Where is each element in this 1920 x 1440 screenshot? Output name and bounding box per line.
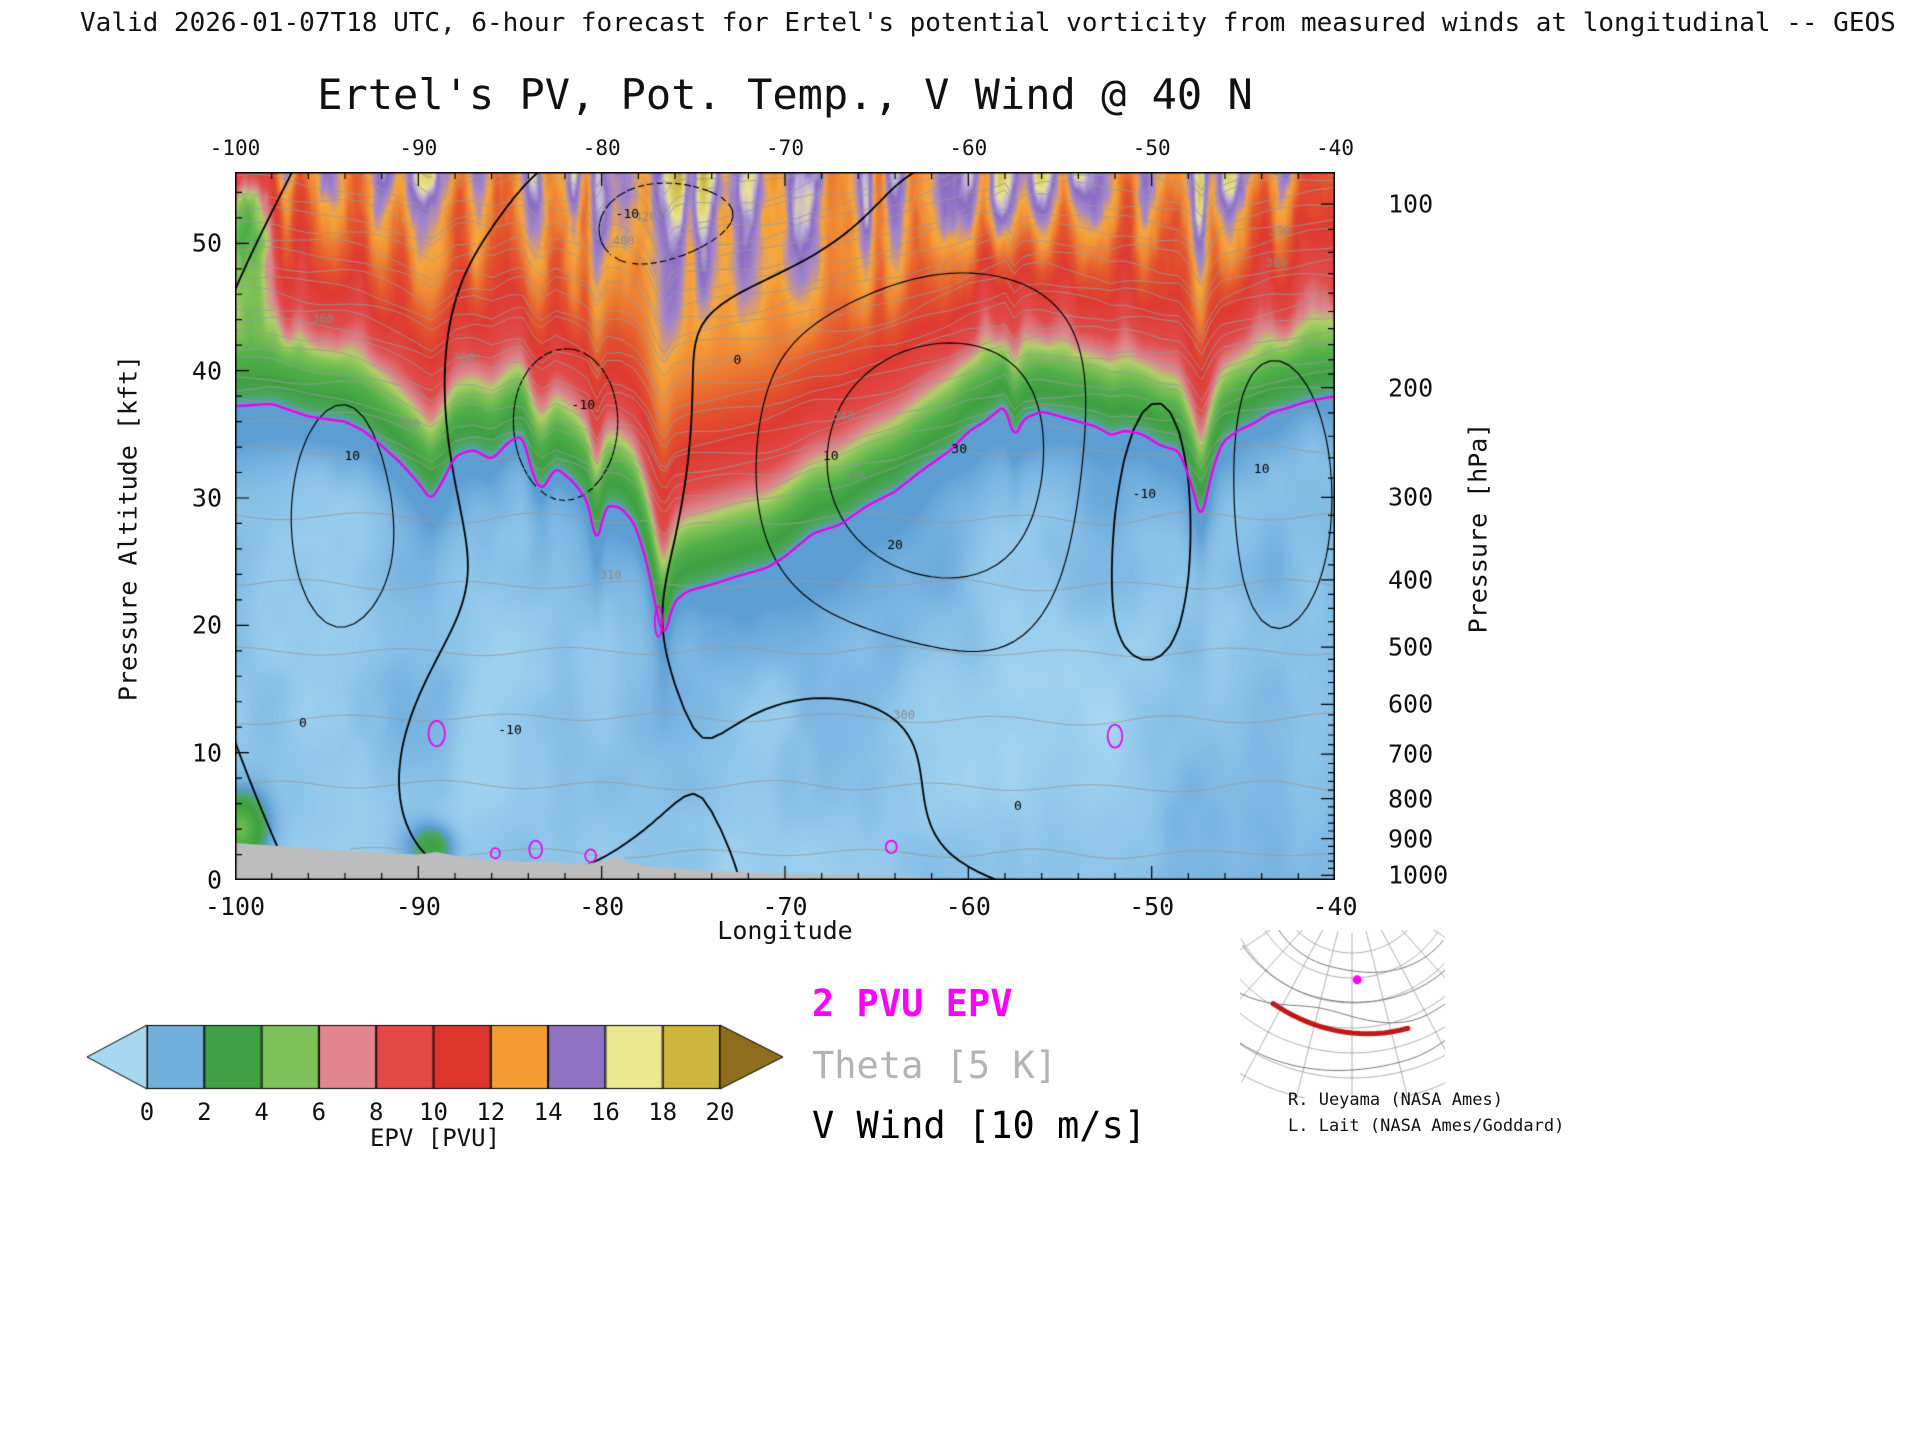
x-tick-label-bottom: -60: [945, 892, 991, 921]
x-axis-label: Longitude: [717, 916, 853, 945]
y-tick-label-hpa: 400: [1388, 565, 1434, 595]
legend-v-wind: V Wind [10 m/s]: [812, 1104, 1147, 1147]
legend-theta: Theta [5 K]: [812, 1044, 1058, 1087]
validity-header: Valid 2026-01-07T18 UTC, 6-hour forecast…: [80, 8, 1896, 38]
y-tick-label-kft: 40: [191, 356, 222, 386]
x-tick-label-bottom: -80: [579, 892, 625, 921]
y-axis-label-left: Pressure Altitude [kft]: [113, 354, 143, 702]
y-tick-label-kft: 50: [191, 228, 222, 258]
colorbar-tick-label: 8: [368, 1098, 384, 1126]
y-tick-label-kft: 10: [191, 738, 222, 768]
colorbar-canvas: [85, 1022, 785, 1092]
y-tick-label-kft: 30: [191, 483, 222, 513]
x-tick-label-bottom: -50: [1129, 892, 1175, 921]
x-tick-label-top: -50: [1132, 136, 1171, 160]
y-tick-label-hpa: 1000: [1388, 860, 1449, 890]
colorbar-tick-label: 4: [254, 1098, 269, 1126]
y-tick-label-hpa: 200: [1388, 373, 1434, 403]
x-tick-label-top: -40: [1316, 136, 1354, 160]
x-tick-label-bottom: -70: [762, 892, 808, 921]
y-tick-label-hpa: 700: [1388, 739, 1434, 769]
x-tick-label-top: -90: [399, 136, 438, 160]
colorbar-tick-label: 18: [648, 1098, 678, 1126]
map-inset-canvas: [1240, 930, 1445, 1098]
x-tick-label-bottom: -90: [395, 892, 441, 921]
y-tick-label-kft: 0: [206, 865, 222, 895]
colorbar-tick-label: 20: [705, 1098, 735, 1126]
x-tick-label-top: -80: [582, 136, 621, 160]
colorbar-tick-label: 2: [197, 1098, 212, 1126]
x-tick-label-top: -100: [209, 136, 261, 160]
colorbar-tick-label: 14: [533, 1098, 563, 1126]
colorbar-label: EPV [PVU]: [369, 1124, 501, 1152]
credit-line-2: L. Lait (NASA Ames/Goddard): [1288, 1116, 1565, 1136]
x-tick-label-bottom: -40: [1312, 892, 1358, 921]
x-tick-label-top: -60: [949, 136, 988, 160]
plot-title: Ertel's PV, Pot. Temp., V Wind @ 40 N: [317, 70, 1253, 119]
colorbar-tick-label: 16: [590, 1098, 620, 1126]
y-tick-label-kft: 20: [191, 610, 222, 640]
y-tick-label-hpa: 300: [1388, 482, 1434, 512]
y-tick-label-hpa: 100: [1388, 189, 1434, 219]
legend-2pvu-epv: 2 PVU EPV: [812, 982, 1013, 1025]
credit-line-1: R. Ueyama (NASA Ames): [1288, 1090, 1503, 1110]
y-tick-label-hpa: 800: [1388, 784, 1434, 814]
cross-section-plot-canvas: [235, 172, 1335, 880]
x-tick-label-bottom: -100: [204, 892, 266, 921]
colorbar-tick-label: 10: [419, 1098, 448, 1126]
y-axis-label-right: Pressure [hPa]: [1463, 422, 1493, 634]
colorbar-tick-label: 0: [139, 1098, 155, 1126]
y-tick-label-hpa: 600: [1388, 689, 1434, 719]
y-tick-label-hpa: 500: [1388, 632, 1434, 662]
y-tick-label-hpa: 900: [1388, 824, 1434, 854]
colorbar-tick-label: 12: [476, 1098, 506, 1126]
colorbar-tick-label: 6: [311, 1098, 327, 1126]
x-tick-label-top: -70: [766, 136, 804, 160]
